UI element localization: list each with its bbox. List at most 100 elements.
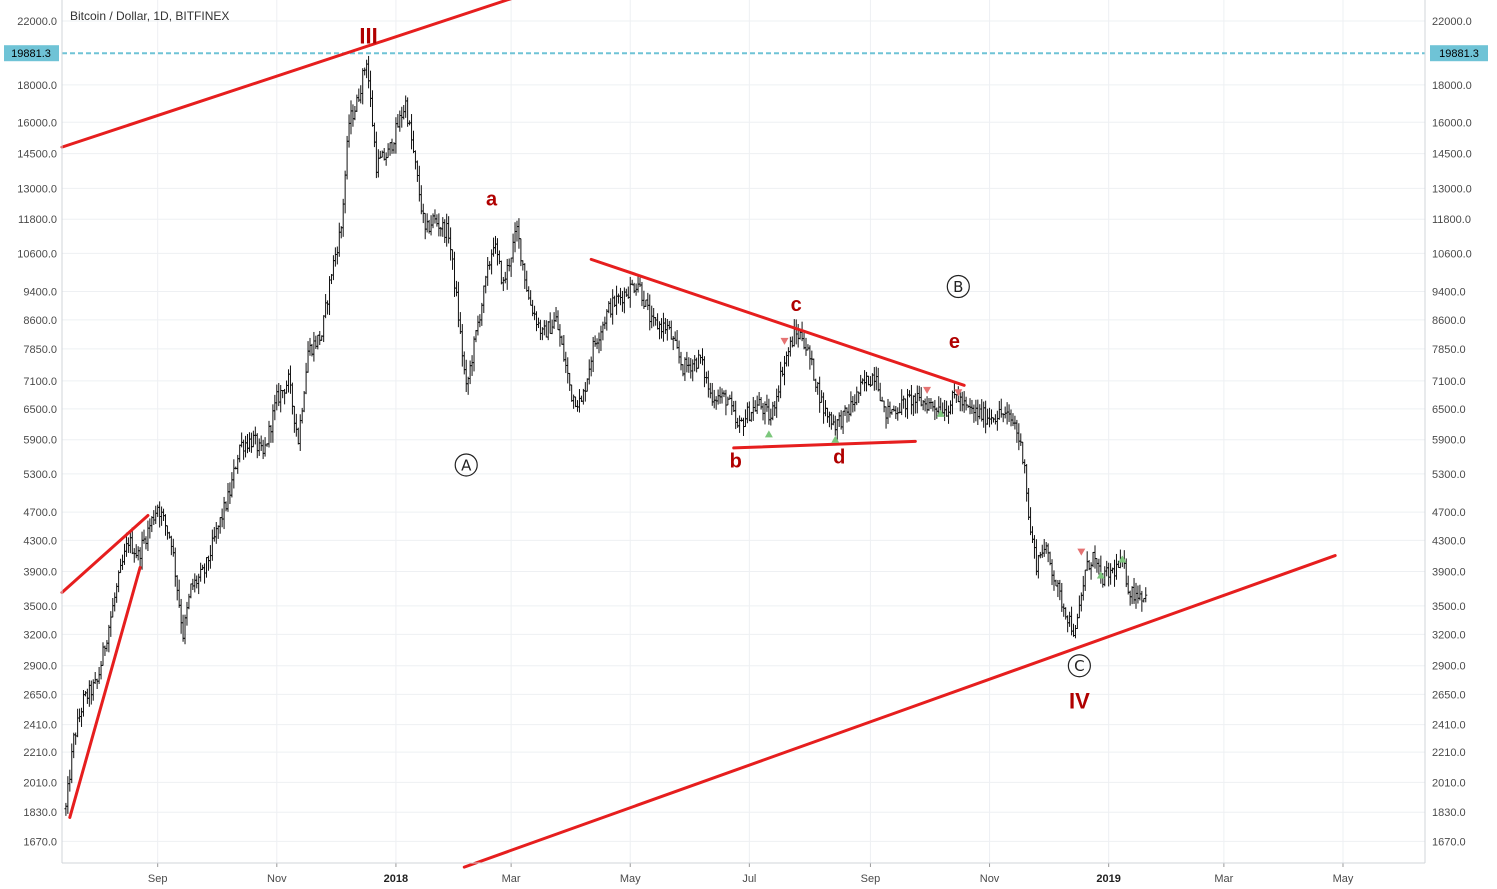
y-tick-label-left: 7850.0	[23, 344, 57, 356]
wave-label-b: b	[730, 451, 742, 473]
y-tick-label-left: 2410.0	[23, 720, 57, 732]
y-tick-label-right: 3500.0	[1432, 601, 1466, 613]
wave-label-e: e	[949, 331, 960, 353]
y-tick-label-right: 2900.0	[1432, 661, 1466, 673]
wave-label-iv: IV	[1069, 688, 1090, 713]
marker-up	[1118, 555, 1127, 563]
y-tick-label-right: 1830.0	[1432, 807, 1466, 819]
wave-circled-label-c: C	[1074, 657, 1084, 675]
annotation-layer: III a c e b d IV A B C	[359, 24, 1091, 713]
support-line-iv	[462, 554, 1337, 869]
x-tick-label: Nov	[267, 873, 287, 885]
x-tick-label: Sep	[861, 873, 881, 885]
y-tick-label-right: 2650.0	[1432, 689, 1466, 701]
marker-up	[936, 409, 945, 417]
y-tick-label-right: 9400.0	[1432, 287, 1466, 299]
y-tick-label-right: 22000.0	[1432, 16, 1472, 28]
y-tick-label-right: 4300.0	[1432, 535, 1466, 547]
chart-title: Bitcoin / Dollar, 1D, BITFINEX	[70, 9, 229, 23]
y-tick-label-left: 8600.0	[23, 315, 57, 327]
price-tag-right	[1430, 45, 1488, 62]
axis-layer: 1670.0 1670.0 1830.0 1830.0 2010.0 2010.0 2210…	[17, 0, 1472, 885]
y-tick-label-left: 16000.0	[17, 117, 57, 129]
x-tick-label: Nov	[980, 873, 1000, 885]
trend-layer	[60, 0, 1337, 869]
wave-label-iii: III	[359, 24, 377, 49]
wave-circle-c	[1067, 654, 1091, 678]
y-tick-label-left: 6500.0	[23, 404, 57, 416]
marker-up	[831, 435, 840, 443]
y-tick-label-left: 3200.0	[23, 629, 57, 641]
y-tick-label-left: 5300.0	[23, 469, 57, 481]
x-tick-label: Jul	[742, 873, 756, 885]
wave-label-c: c	[791, 294, 802, 316]
y-tick-label-left: 13000.0	[17, 183, 57, 195]
y-tick-label-right: 5900.0	[1432, 435, 1466, 447]
y-tick-label-right: 18000.0	[1432, 80, 1472, 92]
y-tick-label-left: 22000.0	[17, 16, 57, 28]
y-tick-label-left: 2010.0	[23, 777, 57, 789]
y-tick-label-left: 14500.0	[17, 149, 57, 161]
y-tick-label-left: 9400.0	[23, 287, 57, 299]
marker-down	[954, 389, 963, 397]
wave-circle-b	[946, 274, 970, 299]
marker-up	[764, 430, 773, 438]
wave-i-right-line	[68, 565, 142, 819]
price-line-layer: 19881.3 19881.3	[4, 45, 1488, 62]
marker-up	[1096, 571, 1105, 579]
y-tick-label-right: 14500.0	[1432, 149, 1472, 161]
y-tick-label-right: 6500.0	[1432, 404, 1466, 416]
price-tag-left-label: 19881.3	[11, 48, 51, 60]
price-tag-right-label: 19881.3	[1439, 48, 1479, 60]
y-tick-label-left: 18000.0	[17, 80, 57, 92]
x-tick-label: May	[620, 873, 641, 885]
x-tick-label: Mar	[502, 873, 521, 885]
y-tick-label-left: 5900.0	[23, 435, 57, 447]
wave-label-a: a	[486, 189, 498, 211]
y-tick-label-left: 4700.0	[23, 507, 57, 519]
y-tick-label-left: 2210.0	[23, 747, 57, 759]
x-tick-label: Sep	[148, 873, 168, 885]
marker-down	[923, 386, 932, 394]
wave-i-left-line	[60, 513, 150, 595]
y-tick-label-right: 7850.0	[1432, 344, 1466, 356]
wave-circled-label-b: B	[953, 278, 963, 296]
marker-layer	[764, 337, 1127, 579]
y-tick-label-left: 1830.0	[23, 807, 57, 819]
x-tick-label: May	[1333, 873, 1354, 885]
y-tick-label-right: 5300.0	[1432, 469, 1466, 481]
price-tag-left	[4, 45, 59, 62]
wave-iii-channel-top	[60, 0, 512, 149]
wave-circle-a	[454, 453, 478, 477]
y-tick-label-right: 8600.0	[1432, 315, 1466, 327]
grid-layer	[62, 0, 1425, 863]
y-tick-label-right: 13000.0	[1432, 183, 1472, 195]
marker-down	[1077, 548, 1086, 556]
y-tick-label-left: 7100.0	[23, 376, 57, 388]
candle-layer	[64, 55, 1148, 816]
y-tick-label-right: 3900.0	[1432, 566, 1466, 578]
y-tick-label-left: 3500.0	[23, 601, 57, 613]
y-tick-label-left: 2650.0	[23, 689, 57, 701]
wave-label-d: d	[833, 447, 845, 469]
y-tick-label-right: 1670.0	[1432, 836, 1466, 848]
y-tick-label-right: 16000.0	[1432, 117, 1472, 129]
x-tick-label: 2019	[1096, 873, 1120, 885]
y-tick-label-right: 2210.0	[1432, 747, 1466, 759]
y-tick-label-right: 2410.0	[1432, 720, 1466, 732]
marker-down	[780, 337, 789, 345]
y-tick-label-left: 4300.0	[23, 535, 57, 547]
y-tick-label-right: 4700.0	[1432, 507, 1466, 519]
y-tick-label-right: 3200.0	[1432, 629, 1466, 641]
y-tick-label-right: 11800.0	[1432, 214, 1471, 226]
y-tick-label-right: 7100.0	[1432, 376, 1466, 388]
triangle-upper-line	[589, 257, 966, 387]
x-tick-label: Mar	[1214, 873, 1233, 885]
wave-circled-label-a: A	[461, 456, 472, 474]
y-tick-label-left: 2900.0	[23, 661, 57, 673]
y-tick-label-right: 2010.0	[1432, 777, 1466, 789]
x-tick-label: 2018	[384, 873, 408, 885]
